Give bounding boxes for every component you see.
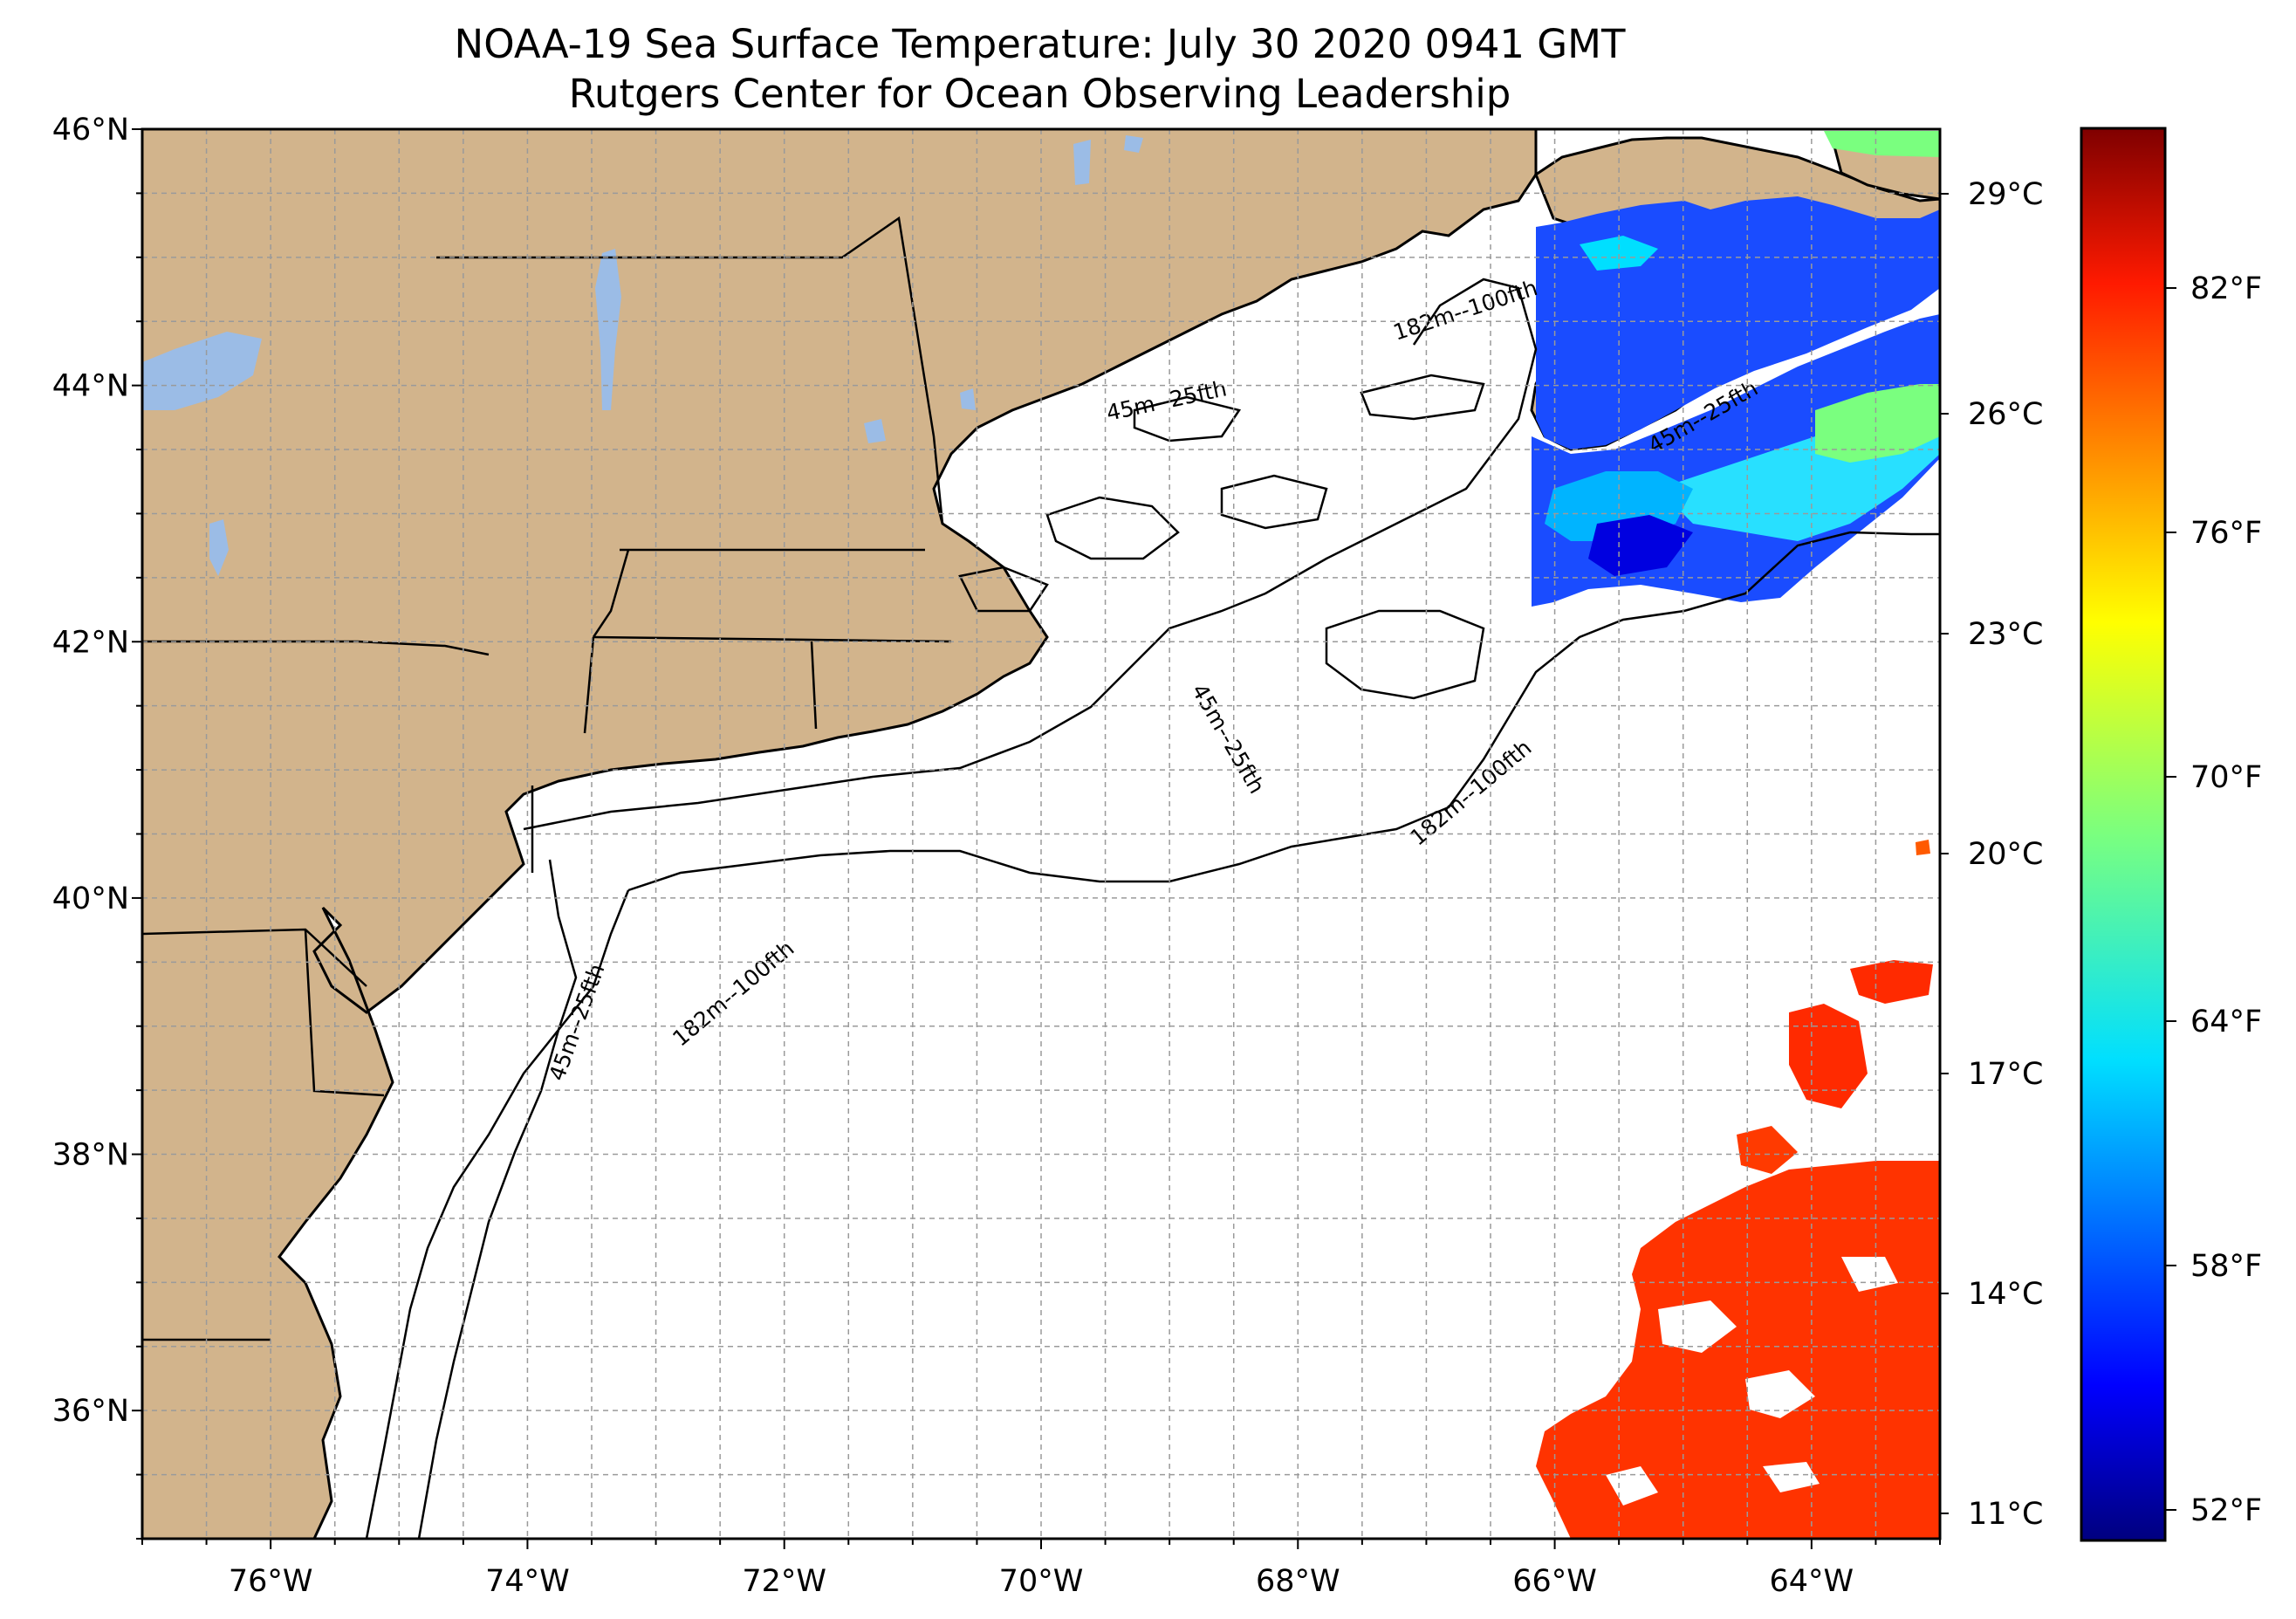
latitude-axis: 46°N 44°N 42°N 40°N 38°N 36°N <box>52 113 142 1540</box>
celsius-tick-label: 26°C <box>1968 397 2043 432</box>
gridlines <box>142 129 1940 1539</box>
longitude-axis: 76°W 74°W 72°W 70°W 68°W 66°W 64°W <box>141 1539 1941 1599</box>
lon-tick-label: 72°W <box>742 1564 826 1599</box>
celsius-tick-label: 11°C <box>1968 1497 2043 1532</box>
celsius-tick-label: 17°C <box>1968 1057 2043 1092</box>
lakes <box>142 135 1143 576</box>
colorbar <box>2080 127 2167 1542</box>
fahrenheit-tick-label: 58°F <box>2190 1249 2262 1284</box>
lat-tick-label: 40°N <box>52 882 129 916</box>
title-line-1: NOAA-19 Sea Surface Temperature: July 30… <box>454 21 1626 67</box>
lat-tick-label: 44°N <box>52 369 129 404</box>
land-north-america <box>142 129 1538 1539</box>
celsius-tick-label: 29°C <box>1968 177 2043 212</box>
lon-tick-label: 74°W <box>485 1564 570 1599</box>
lake-small-4 <box>864 419 886 443</box>
lat-tick-label: 46°N <box>52 113 129 147</box>
state-borders <box>142 216 952 1341</box>
map-panel[interactable]: 45m--25fth 182m--100fth 45m--25fth 45m--… <box>142 129 1940 1539</box>
lake-champlain <box>595 249 621 410</box>
fahrenheit-axis: 82°F 76°F 70°F 64°F 58°F 52°F <box>2165 271 2262 1528</box>
bathymetry-contours <box>365 278 1940 1539</box>
lake-finger <box>209 519 229 576</box>
sst-cold-patch <box>1532 131 1940 607</box>
lake-ontario <box>142 332 262 410</box>
fahrenheit-tick-label: 64°F <box>2190 1005 2262 1039</box>
lon-tick-label: 70°W <box>999 1564 1084 1599</box>
fahrenheit-tick-label: 76°F <box>2190 516 2262 551</box>
title-line-2: Rutgers Center for Ocean Observing Leade… <box>568 71 1511 117</box>
lake-small-3 <box>960 388 976 410</box>
lon-tick-label: 66°W <box>1512 1564 1597 1599</box>
celsius-tick-label: 14°C <box>1968 1277 2043 1312</box>
fahrenheit-tick-label: 52°F <box>2190 1493 2262 1528</box>
lake-small-1 <box>1073 140 1091 185</box>
lat-tick-label: 38°N <box>52 1138 129 1173</box>
celsius-tick-label: 23°C <box>1968 617 2043 652</box>
lon-tick-label: 68°W <box>1256 1564 1340 1599</box>
lake-small-2 <box>1124 135 1143 153</box>
fahrenheit-tick-label: 82°F <box>2190 271 2262 306</box>
celsius-axis: 29°C 26°C 23°C 20°C 17°C 14°C 11°C <box>1940 177 2043 1532</box>
fahrenheit-tick-label: 70°F <box>2190 760 2262 795</box>
celsius-tick-label: 20°C <box>1968 837 2043 872</box>
lat-tick-label: 36°N <box>52 1394 129 1429</box>
lat-tick-label: 42°N <box>52 625 129 660</box>
map-title: NOAA-19 Sea Surface Temperature: July 30… <box>140 19 1940 119</box>
lon-tick-label: 64°W <box>1770 1564 1854 1599</box>
lon-tick-label: 76°W <box>229 1564 313 1599</box>
sst-warm-patch <box>1536 840 1940 1539</box>
